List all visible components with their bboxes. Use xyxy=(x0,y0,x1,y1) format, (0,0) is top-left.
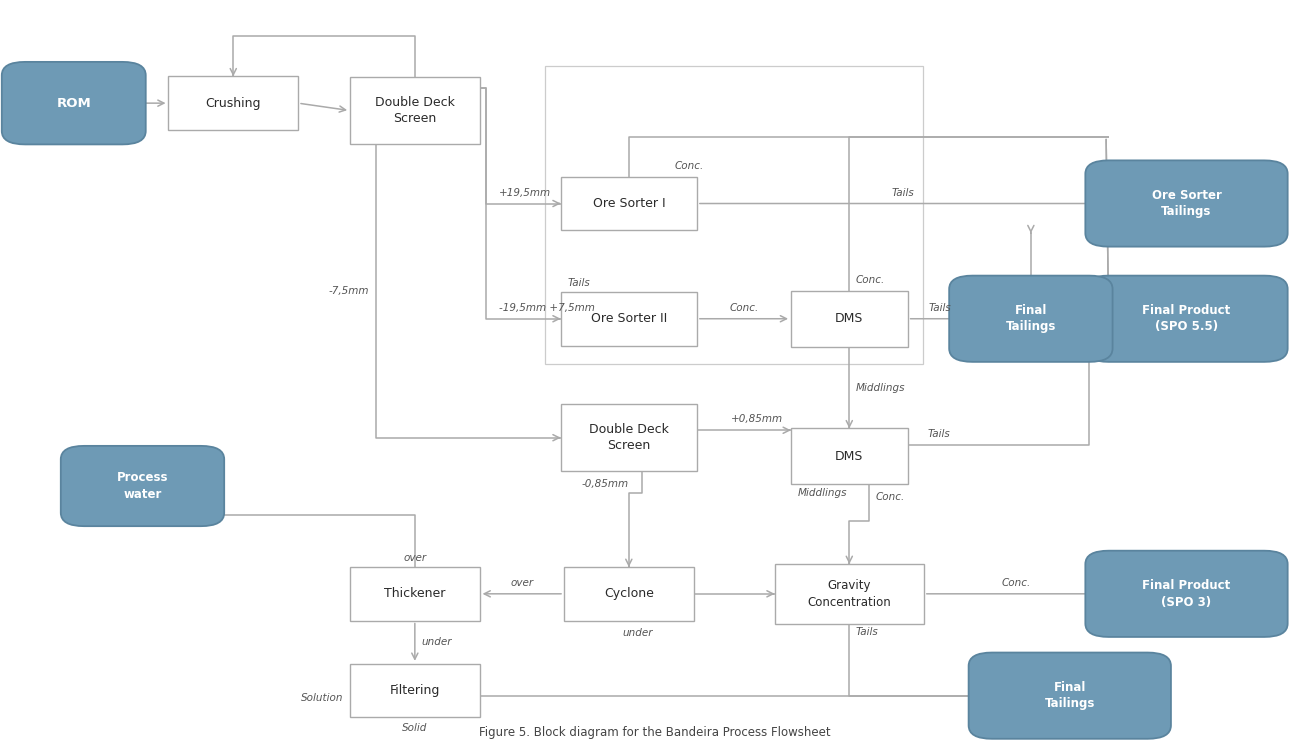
Text: +0,85mm: +0,85mm xyxy=(731,414,784,425)
FancyBboxPatch shape xyxy=(969,652,1171,739)
FancyBboxPatch shape xyxy=(791,428,908,484)
Text: Figure 5. Block diagram for the Bandeira Process Flowsheet: Figure 5. Block diagram for the Bandeira… xyxy=(479,726,831,739)
Text: +19,5mm: +19,5mm xyxy=(499,187,551,198)
Text: Final
Tailings: Final Tailings xyxy=(1045,681,1094,710)
Text: Crushing: Crushing xyxy=(205,97,261,109)
Text: under: under xyxy=(623,628,653,638)
FancyBboxPatch shape xyxy=(168,76,298,130)
Text: Middlings: Middlings xyxy=(855,383,905,392)
FancyBboxPatch shape xyxy=(564,567,693,621)
FancyBboxPatch shape xyxy=(1085,551,1288,637)
Text: Conc.: Conc. xyxy=(729,303,759,313)
FancyBboxPatch shape xyxy=(949,276,1113,362)
Text: Ore Sorter
Tailings: Ore Sorter Tailings xyxy=(1152,189,1221,218)
Text: Conc.: Conc. xyxy=(674,161,704,171)
FancyBboxPatch shape xyxy=(350,567,479,621)
FancyBboxPatch shape xyxy=(350,77,479,144)
Text: Double Deck
Screen: Double Deck Screen xyxy=(375,96,454,125)
Text: Tails: Tails xyxy=(567,279,590,288)
Text: Conc.: Conc. xyxy=(1002,578,1030,588)
FancyBboxPatch shape xyxy=(774,564,923,624)
Text: -0,85mm: -0,85mm xyxy=(581,479,628,488)
Text: Ore Sorter II: Ore Sorter II xyxy=(590,312,667,325)
Text: DMS: DMS xyxy=(835,312,863,325)
Text: Tails: Tails xyxy=(929,303,952,313)
Text: Double Deck
Screen: Double Deck Screen xyxy=(589,423,669,452)
FancyBboxPatch shape xyxy=(560,292,697,345)
Text: Conc.: Conc. xyxy=(875,491,905,502)
FancyBboxPatch shape xyxy=(1085,276,1288,362)
FancyBboxPatch shape xyxy=(560,404,697,471)
FancyBboxPatch shape xyxy=(61,446,225,526)
Text: ROM: ROM xyxy=(56,97,91,109)
Text: under: under xyxy=(422,637,452,647)
Text: Final
Tailings: Final Tailings xyxy=(1006,304,1057,333)
FancyBboxPatch shape xyxy=(350,664,479,718)
Text: DMS: DMS xyxy=(835,450,863,463)
Text: Ore Sorter I: Ore Sorter I xyxy=(593,197,665,210)
Text: Process
water: Process water xyxy=(116,471,168,501)
FancyBboxPatch shape xyxy=(1085,160,1288,246)
Text: Solid: Solid xyxy=(402,724,427,733)
Text: Tails: Tails xyxy=(892,187,914,198)
Text: Tails: Tails xyxy=(855,627,879,637)
Text: over: over xyxy=(511,578,533,588)
FancyBboxPatch shape xyxy=(791,291,908,347)
Text: Gravity
Concentration: Gravity Concentration xyxy=(807,579,891,609)
Text: Solution: Solution xyxy=(300,693,343,703)
Text: Conc.: Conc. xyxy=(855,275,885,285)
Text: Middlings: Middlings xyxy=(798,488,846,498)
Text: Final Product
(SPO 3): Final Product (SPO 3) xyxy=(1143,579,1230,609)
Text: Filtering: Filtering xyxy=(389,684,440,697)
Text: -7,5mm: -7,5mm xyxy=(329,286,370,296)
Text: -19,5mm +7,5mm: -19,5mm +7,5mm xyxy=(499,303,596,313)
Text: Cyclone: Cyclone xyxy=(603,587,654,600)
FancyBboxPatch shape xyxy=(560,177,697,230)
Text: Thickener: Thickener xyxy=(384,587,445,600)
Text: Final Product
(SPO 5.5): Final Product (SPO 5.5) xyxy=(1143,304,1230,333)
Text: over: over xyxy=(404,553,426,562)
FancyBboxPatch shape xyxy=(1,62,146,145)
Text: Tails: Tails xyxy=(927,429,949,439)
